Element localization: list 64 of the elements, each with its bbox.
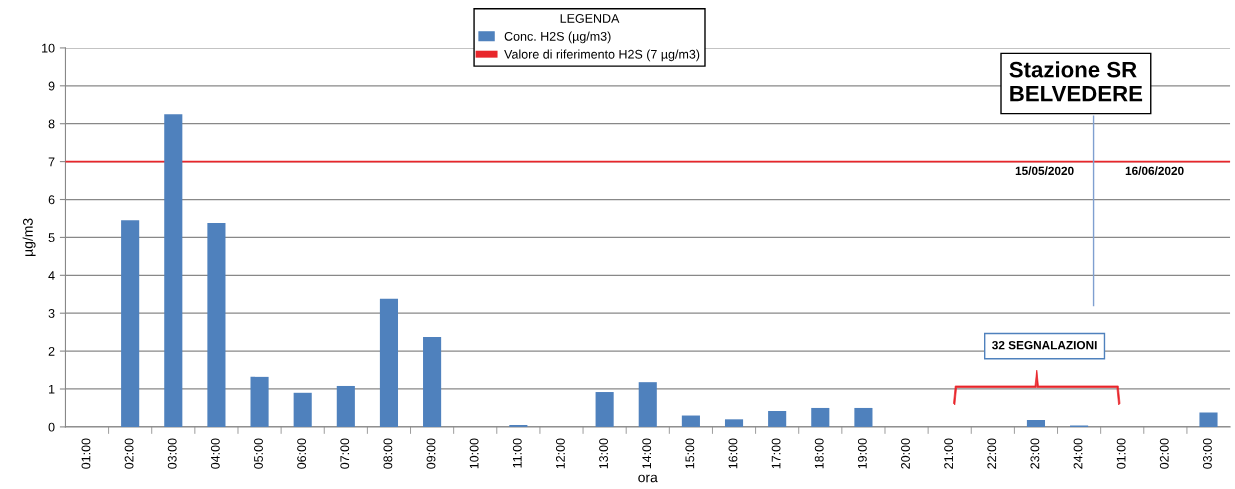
bar [811, 407, 830, 427]
x-tick-label: 03:00 [167, 438, 177, 469]
y-tick-label: 7 [48, 157, 55, 167]
x-axis-title: ora [638, 474, 658, 483]
y-tick-label: 2 [48, 346, 55, 356]
bar [681, 415, 700, 427]
bar [638, 382, 657, 427]
bar [336, 385, 355, 427]
x-tick-label: 02:00 [1159, 438, 1169, 469]
x-tick-label: 18:00 [814, 438, 824, 469]
x-tick-label: 19:00 [857, 438, 867, 469]
bar [164, 114, 183, 427]
bar [724, 419, 744, 427]
bar [207, 223, 226, 427]
x-tick-label: 13:00 [599, 438, 608, 469]
y-tick-label: 9 [48, 81, 55, 91]
x-tick-label: 04:00 [210, 438, 220, 469]
bar [293, 392, 312, 427]
x-tick-label: 06:00 [297, 438, 307, 469]
x-tick-label: 02:00 [124, 438, 134, 469]
x-tick-label: 07:00 [340, 438, 350, 469]
x-tick-label: 11:00 [512, 438, 522, 468]
annotation: 32 SEGNALAZIONI [992, 340, 1097, 350]
x-tick-label: 05:00 [254, 438, 263, 469]
legend-label: Valore di riferimento H2S (7 µg/m3) [504, 49, 700, 62]
bar [854, 407, 873, 427]
bar [121, 220, 140, 427]
y-tick-label: 10 [42, 43, 55, 53]
x-tick-label: 24:00 [1073, 438, 1083, 469]
bar [379, 298, 399, 427]
x-tick-label: 09:00 [426, 438, 436, 469]
x-tick-label: 20:00 [901, 438, 910, 469]
x-tick-label: 17:00 [771, 438, 781, 469]
y-tick-label: 1 [49, 384, 55, 394]
x-tick-label: 08:00 [383, 438, 393, 469]
x-tick-label: 21:00 [944, 438, 954, 469]
bar [595, 392, 614, 427]
annotation: Stazione SR BELVEDERE [1009, 61, 1143, 102]
y-tick-label: 4 [48, 271, 55, 280]
bar [423, 337, 442, 427]
x-tick-label: 10:00 [469, 438, 479, 469]
x-tick-label: 15:00 [685, 438, 695, 469]
y-tick-label: 5 [48, 233, 55, 243]
y-tick-label: 6 [48, 195, 55, 205]
x-tick-label: 01:00 [1116, 438, 1126, 469]
bar [1199, 412, 1218, 427]
x-tick-label: 03:00 [1203, 438, 1212, 469]
y-tick-label: 3 [48, 309, 55, 318]
annotation: 16/06/2020 [1125, 166, 1184, 176]
x-tick-label: 22:00 [987, 438, 997, 469]
x-tick-label: 14:00 [642, 438, 652, 469]
x-tick-label: 16:00 [728, 438, 738, 469]
x-tick-label: 23:00 [1030, 438, 1040, 469]
bar [768, 410, 787, 427]
x-tick-label: 12:00 [555, 438, 565, 469]
x-tick-label: 01:00 [81, 438, 91, 469]
legend-label: Conc. H2S (µg/m3) [504, 31, 611, 44]
y-axis-title: µg/m3 [22, 218, 36, 256]
bar [250, 376, 269, 427]
bar [1026, 420, 1046, 427]
legend-title: LEGENDA [560, 14, 620, 23]
y-tick-label: 0 [48, 422, 55, 432]
annotation: 15/05/2020 [1015, 166, 1074, 176]
y-tick-label: 8 [48, 119, 55, 129]
